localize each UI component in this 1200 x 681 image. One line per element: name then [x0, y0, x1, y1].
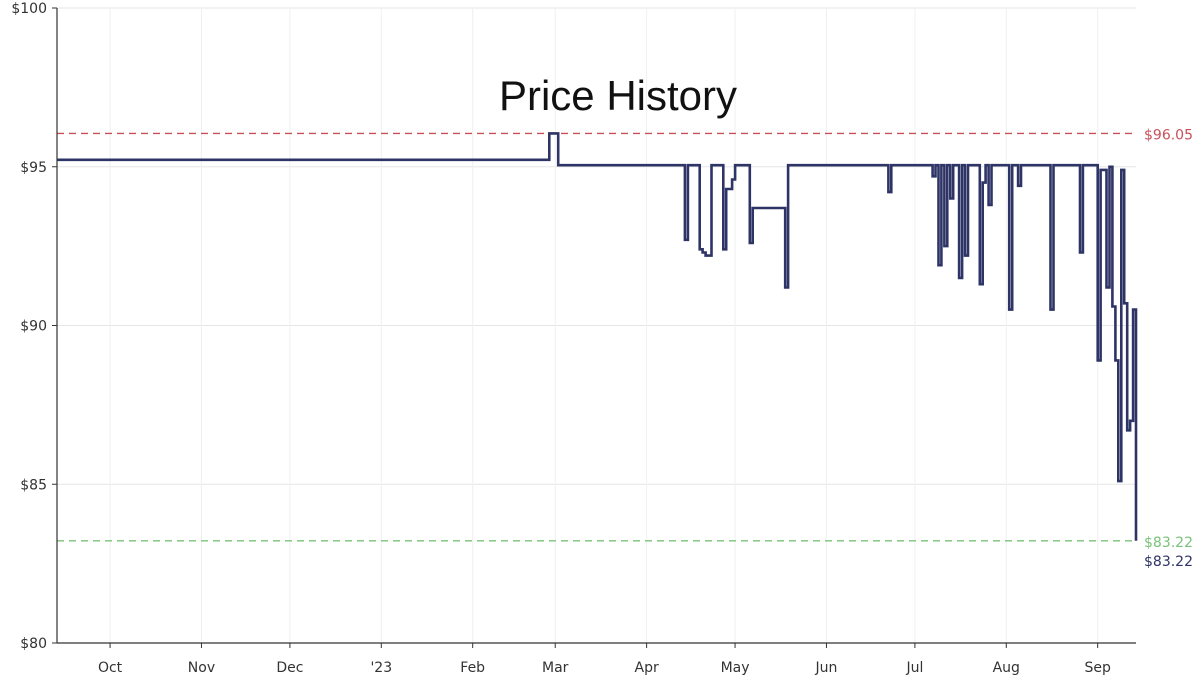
y-tick-label: $100 — [11, 1, 47, 17]
chart-title: Price History — [499, 72, 737, 119]
y-tick-label: $85 — [20, 477, 47, 493]
highest-price-label: $96.05 — [1144, 127, 1193, 143]
x-tick-label: Feb — [460, 660, 485, 676]
price-series-line — [57, 132, 1138, 541]
x-tick-label: Mar — [542, 660, 569, 676]
y-tick-label: $95 — [20, 160, 47, 176]
x-tick-label: Oct — [98, 660, 123, 676]
x-tick-label: Jul — [905, 660, 923, 676]
x-tick-label: Sep — [1084, 660, 1111, 676]
y-tick-label: $90 — [20, 319, 47, 335]
current-price-label: $83.22 — [1144, 554, 1193, 570]
x-tick-label: Dec — [276, 660, 303, 676]
x-tick-label: Nov — [188, 660, 215, 676]
y-tick-label: $80 — [20, 636, 47, 652]
x-tick-label: Aug — [993, 660, 1020, 676]
lowest-price-label: $83.22 — [1144, 535, 1193, 551]
reference-labels: $96.05 $83.22 — [1144, 127, 1193, 550]
x-tick-labels: Oct Nov Dec '23 Feb Mar Apr May Jun Jul Aug Sep — [98, 643, 1111, 676]
x-tick-label: May — [721, 660, 750, 676]
y-tick-labels: $80 $85 $90 $95 $100 — [11, 1, 57, 652]
x-tick-label: '23 — [370, 660, 392, 676]
reference-lines — [57, 132, 1136, 542]
price-series — [57, 132, 1138, 541]
x-tick-label: Apr — [635, 660, 659, 676]
x-tick-label: Jun — [815, 660, 838, 676]
